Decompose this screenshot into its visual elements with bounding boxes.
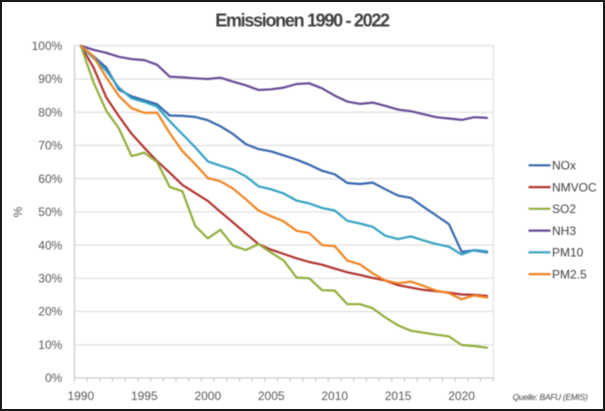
svg-text:80%: 80% (38, 105, 62, 119)
svg-text:2005: 2005 (258, 389, 285, 403)
svg-text:40%: 40% (38, 238, 62, 252)
svg-text:2010: 2010 (321, 389, 348, 403)
svg-text:Quelle: BAFU (EMIS): Quelle: BAFU (EMIS) (513, 392, 588, 402)
svg-text:1995: 1995 (131, 389, 158, 403)
svg-text:2000: 2000 (194, 389, 221, 403)
svg-text:70%: 70% (38, 139, 62, 153)
svg-text:2015: 2015 (385, 389, 412, 403)
svg-text:90%: 90% (38, 72, 62, 86)
svg-text:10%: 10% (38, 338, 62, 352)
svg-text:PM2.5: PM2.5 (552, 267, 587, 281)
svg-text:1990: 1990 (67, 389, 94, 403)
svg-text:2020: 2020 (448, 389, 475, 403)
svg-text:60%: 60% (38, 172, 62, 186)
svg-text:100%: 100% (32, 39, 63, 53)
svg-text:%: % (11, 206, 25, 217)
svg-text:50%: 50% (38, 205, 62, 219)
svg-text:Emissionen 1990 - 2022: Emissionen 1990 - 2022 (215, 11, 390, 31)
svg-text:SO2: SO2 (552, 202, 576, 216)
svg-text:20%: 20% (38, 305, 62, 319)
svg-text:NMVOC: NMVOC (552, 180, 597, 194)
svg-text:0%: 0% (45, 371, 63, 385)
svg-text:PM10: PM10 (552, 246, 584, 260)
svg-text:NH3: NH3 (552, 224, 576, 238)
svg-text:NOx: NOx (552, 159, 576, 173)
svg-text:30%: 30% (38, 272, 62, 286)
